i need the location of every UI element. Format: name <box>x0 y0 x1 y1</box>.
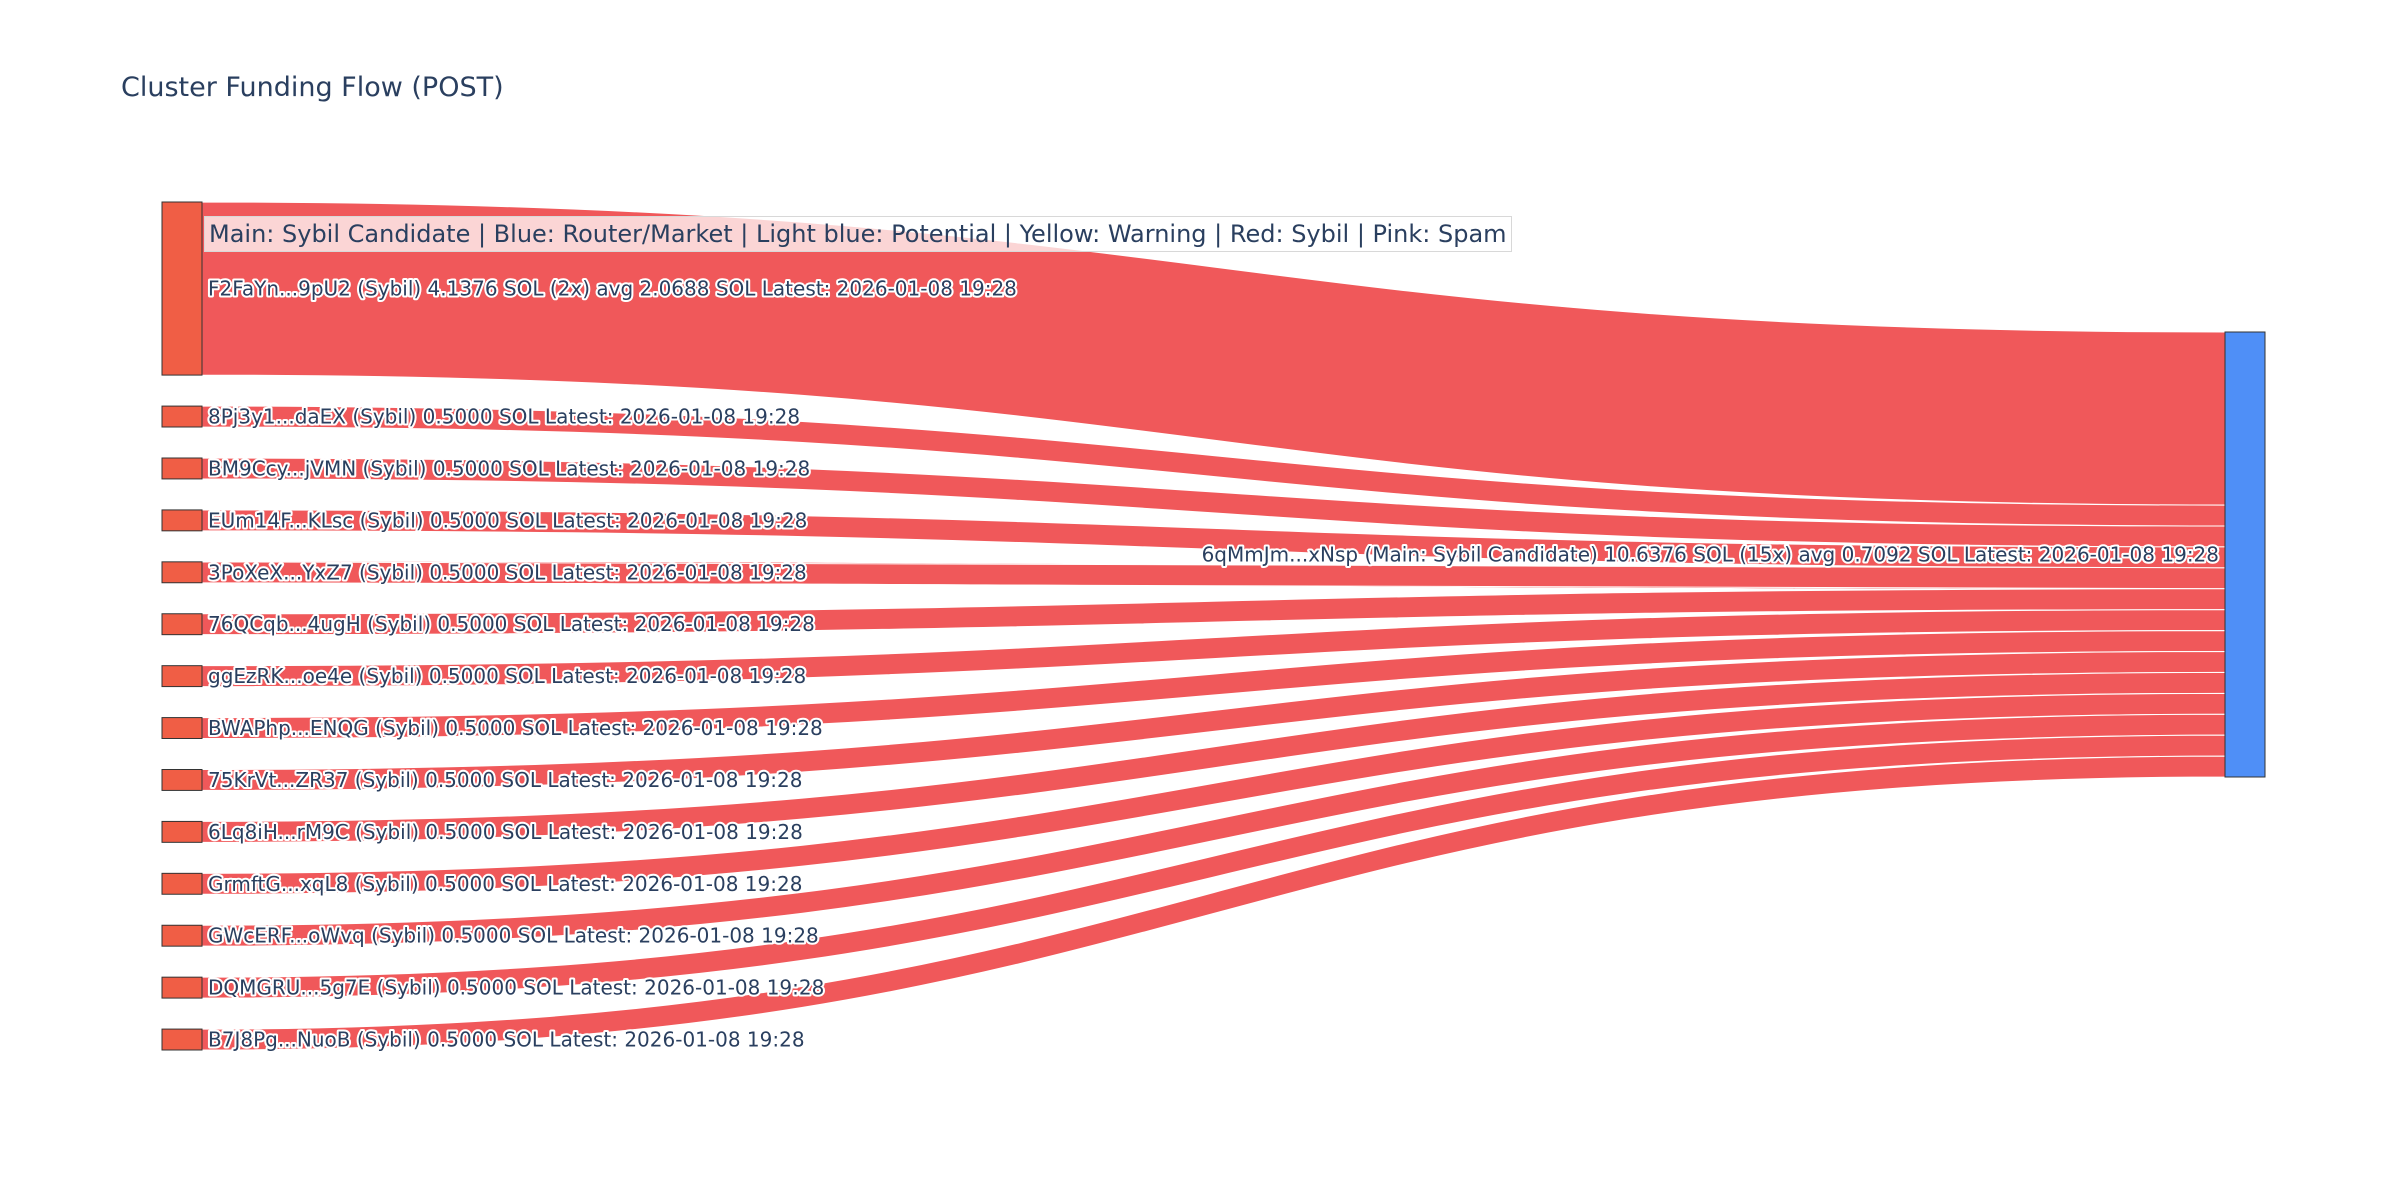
source-node-3[interactable] <box>161 457 203 480</box>
source-label-3: BM9Ccy...jVMN (Sybil) 0.5000 SOL Latest:… <box>208 456 810 480</box>
source-node-8[interactable] <box>161 717 203 740</box>
source-node-9[interactable] <box>161 769 203 791</box>
source-node-6[interactable] <box>161 613 203 636</box>
labels-group: F2FaYn...9pU2 (Sybil) 4.1376 SOL (2x) av… <box>206 275 2221 1054</box>
source-label-10: 6Lq8iH...rM9C (Sybil) 0.5000 SOL Latest:… <box>208 820 803 844</box>
legend-annotation: Main: Sybil Candidate | Blue: Router/Mar… <box>204 216 1512 252</box>
source-label-7: ggEzRK...oe4e (Sybil) 0.5000 SOL Latest:… <box>208 664 806 688</box>
source-node-4[interactable] <box>161 509 203 532</box>
source-label-11: GrmftG...xqL8 (Sybil) 0.5000 SOL Latest:… <box>208 872 802 896</box>
links-group <box>201 201 2226 1051</box>
source-label-9: 75KrVt...ZR37 (Sybil) 0.5000 SOL Latest:… <box>208 768 803 792</box>
source-label-14: B7J8Pg...NuoB (Sybil) 0.5000 SOL Latest:… <box>208 1028 805 1052</box>
source-label-4: EUm14F...KLsc (Sybil) 0.5000 SOL Latest:… <box>208 508 807 532</box>
source-node-11[interactable] <box>161 872 203 895</box>
target-label: 6qMmJm...xNsp (Main: Sybil Candidate) 10… <box>1202 543 2219 567</box>
source-label-13: DQMGRU...5g7E (Sybil) 0.5000 SOL Latest:… <box>208 976 824 1000</box>
target-node[interactable] <box>2224 331 2266 778</box>
source-node-13[interactable] <box>161 976 203 999</box>
source-node-2[interactable] <box>161 405 203 428</box>
source-node-5[interactable] <box>161 561 203 584</box>
source-label-6: 76QCqb...4ugH (Sybil) 0.5000 SOL Latest:… <box>208 612 815 636</box>
source-node-7[interactable] <box>161 665 203 688</box>
source-node-10[interactable] <box>161 820 203 843</box>
source-label-12: GWcERF...oWvq (Sybil) 0.5000 SOL Latest:… <box>208 924 819 948</box>
source-node-14[interactable] <box>161 1028 203 1051</box>
source-label-1: F2FaYn...9pU2 (Sybil) 4.1376 SOL (2x) av… <box>208 277 1017 301</box>
nodes-group <box>161 201 2266 1051</box>
source-node-1[interactable] <box>161 201 203 376</box>
source-label-8: BWAPhp...ENQG (Sybil) 0.5000 SOL Latest:… <box>208 716 823 740</box>
source-node-12[interactable] <box>161 924 203 947</box>
chart-title: Cluster Funding Flow (POST) <box>121 72 504 103</box>
source-label-5: 3PoXeX...YxZ7 (Sybil) 0.5000 SOL Latest:… <box>208 560 807 584</box>
source-label-2: 8Pj3y1...daEX (Sybil) 0.5000 SOL Latest:… <box>208 405 800 429</box>
